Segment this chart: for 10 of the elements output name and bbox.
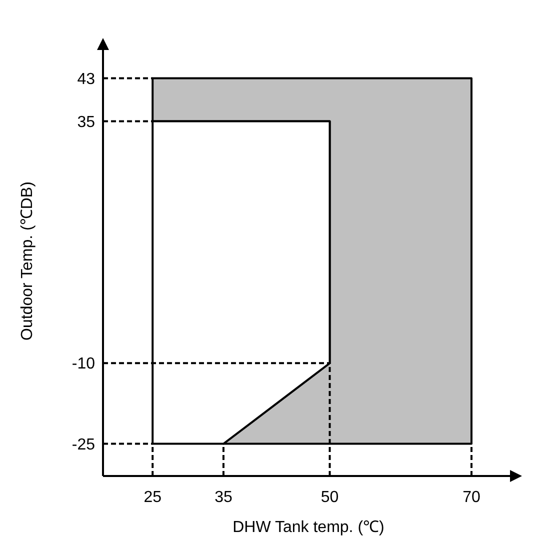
x-tick-label: 35 [214, 489, 232, 506]
y-tick-label: -25 [72, 436, 96, 454]
x-tick-label: 70 [462, 489, 480, 506]
y-axis-title: Outdoor Temp. (℃DB) [19, 182, 36, 340]
x-axis-title: DHW Tank temp. (℃) [232, 519, 384, 536]
y-tick-label: 35 [77, 114, 96, 131]
y-tick-label: 43 [77, 70, 96, 88]
x-tick-label: 25 [144, 489, 162, 506]
x-tick-label: 50 [320, 489, 339, 506]
y-tick-label: -10 [72, 356, 96, 373]
